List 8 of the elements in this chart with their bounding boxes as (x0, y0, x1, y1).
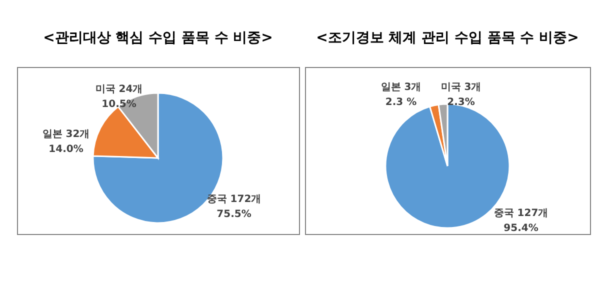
slice-label: 중국 127개 95.4% (494, 208, 548, 234)
slice-label: 미국 3개 2.3% (440, 82, 482, 108)
slice-label: 중국 172개 75.5% (206, 194, 262, 220)
slice-label: 일본 3개 2.3 % (380, 82, 422, 108)
slice-label: 일본 32개 14.0% (42, 129, 90, 155)
chart-title: <관리대상 핵심 수입 품목 수 비중> (43, 30, 273, 46)
slice-label: 미국 24개 10.5% (95, 84, 143, 110)
chart-title: <조기경보 체계 관리 수입 품목 수 비중> (316, 30, 579, 46)
